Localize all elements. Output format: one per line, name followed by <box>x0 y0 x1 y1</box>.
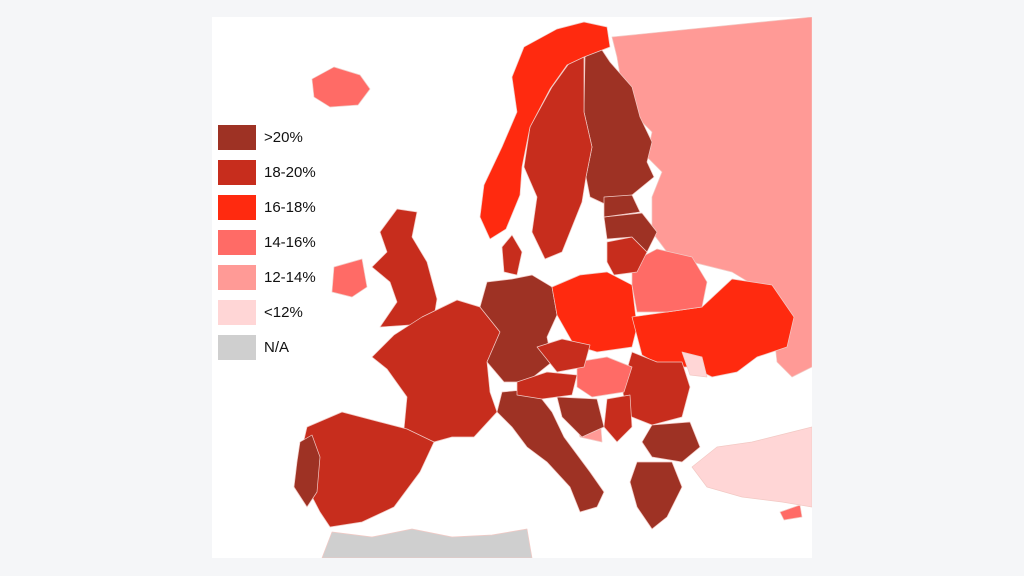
region-france <box>371 299 501 443</box>
region-greece <box>629 461 683 530</box>
legend-label: >20% <box>264 129 303 146</box>
region-turkey <box>691 426 812 508</box>
legend-item: 18-20% <box>218 160 358 185</box>
region-cyprus <box>779 504 803 521</box>
region-belarus <box>631 248 708 313</box>
region-iceland <box>311 66 371 108</box>
legend-swatch <box>218 230 256 255</box>
legend-item: >20% <box>218 125 358 150</box>
region-estonia <box>603 194 641 218</box>
region-croatia <box>556 396 605 438</box>
map-card: >20% 18-20% 16-18% 14-16% 12-14% <12% N/A <box>212 17 812 558</box>
legend-label: 12-14% <box>264 269 316 286</box>
legend-label: N/A <box>264 339 290 356</box>
region-austria <box>516 371 578 400</box>
region-bulgaria <box>641 421 701 463</box>
legend-item: 14-16% <box>218 230 358 255</box>
region-moldova <box>681 351 708 378</box>
region-hungary <box>576 356 633 398</box>
legend-item: <12% <box>218 300 358 325</box>
legend-swatch <box>218 195 256 220</box>
legend-label: 16-18% <box>264 199 316 216</box>
region-italy <box>496 388 605 513</box>
legend-swatch <box>218 125 256 150</box>
region-sweden <box>523 56 593 260</box>
legend-item: 12-14% <box>218 265 358 290</box>
region-czechia <box>536 338 591 373</box>
legend-swatch <box>218 335 256 360</box>
region-north-africa <box>321 528 533 558</box>
region-poland <box>551 271 638 353</box>
region-latvia <box>603 212 658 253</box>
legend-item: 16-18% <box>218 195 358 220</box>
legend-item: N/A <box>218 335 358 360</box>
region-ireland <box>331 258 368 298</box>
region-romania <box>621 351 691 426</box>
region-united-kingdom <box>371 208 438 328</box>
region-portugal <box>293 434 321 508</box>
region-norway <box>479 21 611 240</box>
region-germany <box>479 274 558 383</box>
legend-swatch <box>218 300 256 325</box>
legend-label: <12% <box>264 304 303 321</box>
legend-label: 14-16% <box>264 234 316 251</box>
legend-swatch <box>218 160 256 185</box>
region-serbia <box>603 394 633 443</box>
legend-label: 18-20% <box>264 164 316 181</box>
region-denmark <box>501 234 523 276</box>
europe-map <box>293 17 812 558</box>
legend-swatch <box>218 265 256 290</box>
